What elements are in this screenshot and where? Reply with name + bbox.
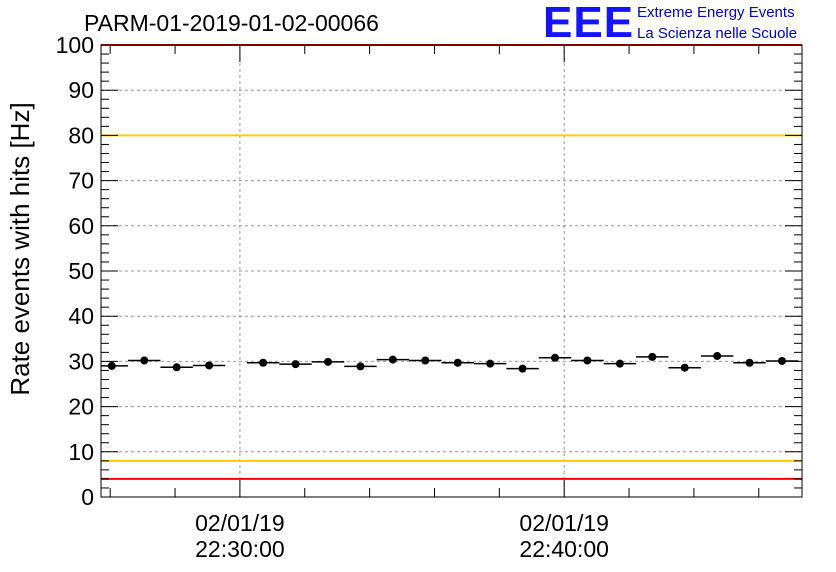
y-tick-label: 100 (56, 32, 94, 58)
y-tick-label: 10 (68, 439, 94, 465)
data-point (453, 358, 462, 367)
chart-title: PARM-01-2019-01-02-00066 (84, 10, 379, 36)
eee-logo-mark: EEE (543, 0, 635, 47)
y-tick-label: 20 (68, 394, 94, 420)
y-tick-label: 50 (68, 258, 94, 284)
y-tick-label: 90 (68, 77, 94, 103)
data-point (551, 353, 560, 362)
logo-line-2: La Scienza nelle Scuole (637, 25, 798, 42)
y-tick-label: 40 (68, 303, 94, 329)
data-point (140, 356, 149, 365)
data-point (680, 363, 689, 372)
x-tick-label-time: 22:30:00 (195, 536, 285, 562)
data-point (172, 363, 181, 372)
x-tick-label-time: 22:40:00 (519, 536, 609, 562)
data-point (778, 356, 787, 365)
logo-line-1: Extreme Energy Events (637, 4, 795, 21)
data-point (356, 362, 365, 371)
x-tick-label-date: 02/01/19 (519, 510, 609, 536)
data-point (388, 355, 397, 364)
data-point (107, 361, 116, 370)
data-point (583, 356, 592, 365)
data-point (324, 357, 333, 366)
y-tick-label: 80 (68, 122, 94, 148)
data-point (648, 352, 657, 361)
data-point (205, 361, 214, 370)
y-tick-label: 0 (81, 484, 94, 510)
data-point (291, 360, 300, 369)
data-point (486, 359, 495, 368)
data-point (421, 356, 430, 365)
y-axis-label: Rate events with hits [Hz] (5, 102, 35, 395)
y-tick-label: 30 (68, 348, 94, 374)
y-tick-label: 60 (68, 213, 94, 239)
data-point (518, 364, 527, 373)
data-point (259, 358, 268, 367)
data-point (615, 359, 624, 368)
y-tick-label: 70 (68, 168, 94, 194)
data-point (713, 351, 722, 360)
data-point (745, 358, 754, 367)
x-tick-label-date: 02/01/19 (195, 510, 285, 536)
